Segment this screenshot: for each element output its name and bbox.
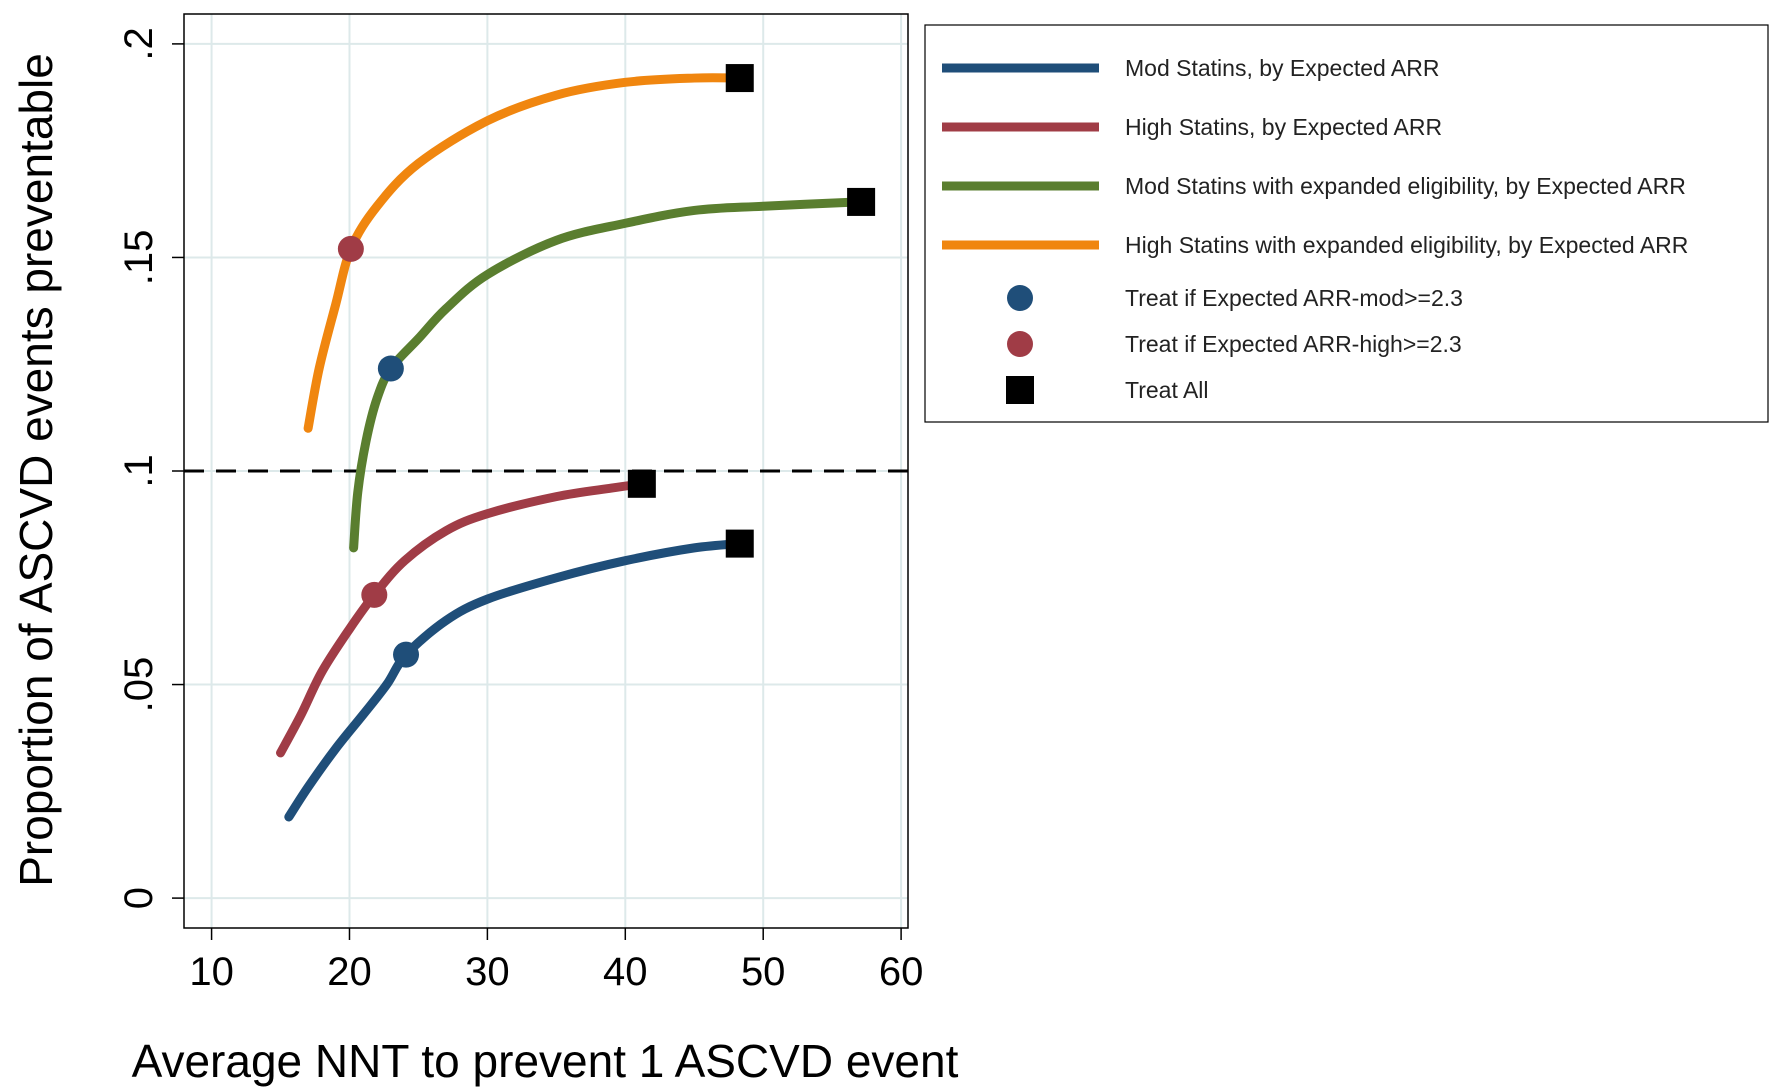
- legend-label-2: High Statins, by Expected ARR: [1125, 114, 1442, 140]
- y-axis-title: Proportion of ASCVD events preventable: [10, 53, 62, 887]
- marker-point-2: [361, 581, 388, 608]
- legend-marker-2: [1007, 331, 1033, 357]
- x-tick-label: 10: [189, 950, 234, 994]
- marker-point-1: [393, 641, 420, 668]
- x-axis-title: Average NNT to prevent 1 ASCVD event: [132, 1035, 959, 1087]
- x-tick-label: 50: [741, 950, 786, 994]
- series-group: [276, 73, 865, 822]
- y-tick-label: .2: [117, 27, 161, 60]
- x-tick-label: 20: [327, 950, 372, 994]
- marker-point-3: [725, 529, 754, 558]
- marker-point-3: [847, 187, 876, 216]
- marker-point-1: [377, 355, 404, 382]
- legend-marker-3: [1006, 376, 1034, 404]
- marker-point-3: [627, 469, 656, 498]
- marker-group: [337, 64, 876, 668]
- x-tick-label: 60: [879, 950, 924, 994]
- series-line-3: [349, 197, 865, 553]
- y-tick-label: .15: [117, 230, 161, 286]
- series-line-1: [284, 539, 745, 822]
- x-tick-label: 30: [465, 950, 510, 994]
- y-tick-label: 0: [117, 887, 161, 909]
- x-tick-label: 40: [603, 950, 648, 994]
- legend-label-1: Mod Statins, by Expected ARR: [1125, 55, 1440, 81]
- y-tick-label: .05: [117, 657, 161, 713]
- series-line-2: [276, 479, 647, 758]
- legend: Mod Statins, by Expected ARR High Statins…: [924, 24, 1769, 423]
- legend-marker-label-3: Treat All: [1125, 377, 1209, 403]
- legend-marker-label-2: Treat if Expected ARR-high>=2.3: [1125, 331, 1462, 357]
- series-line-4: [303, 73, 745, 433]
- legend-marker-label-1: Treat if Expected ARR-mod>=2.3: [1125, 285, 1463, 311]
- legend-label-3: Mod Statins with expanded eligibility, b…: [1125, 173, 1686, 199]
- axes: 10 20 30 40 50 60 0 .05 .1 .15 .2: [117, 27, 923, 994]
- legend-items: Mod Statins, by Expected ARR High Statins…: [942, 55, 1688, 404]
- marker-point-3: [725, 64, 754, 93]
- y-tick-label: .1: [117, 454, 161, 487]
- marker-point-2: [337, 235, 364, 262]
- legend-box: [924, 24, 1769, 423]
- legend-marker-1: [1007, 285, 1033, 311]
- legend-label-4: High Statins with expanded eligibility, …: [1125, 232, 1688, 258]
